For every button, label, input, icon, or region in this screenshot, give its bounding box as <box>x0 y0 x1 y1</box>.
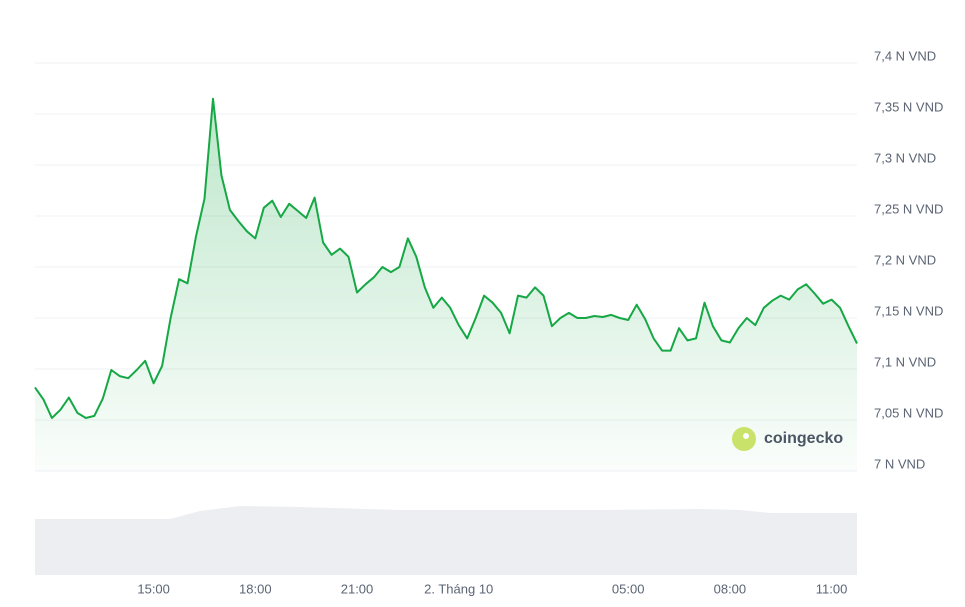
price-area <box>35 98 857 471</box>
y-tick-label: 7,4 N VND <box>874 48 936 63</box>
y-tick-label: 7,35 N VND <box>874 99 943 114</box>
x-tick-label: 21:00 <box>341 581 374 596</box>
volume-area <box>35 506 857 575</box>
y-tick-label: 7,25 N VND <box>874 201 943 216</box>
watermark-text: coingecko <box>764 430 843 447</box>
x-tick-label: 11:00 <box>816 581 848 596</box>
y-tick-label: 7,2 N VND <box>874 252 936 267</box>
x-tick-label: 15:00 <box>137 581 170 596</box>
watermark-logo <box>732 427 756 451</box>
y-tick-label: 7 N VND <box>874 456 925 471</box>
price-line <box>34 97 858 419</box>
x-tick-label: 18:00 <box>239 581 272 596</box>
watermark-logo-eye <box>743 433 749 439</box>
y-tick-label: 7,05 N VND <box>874 405 943 420</box>
x-tick-label: 05:00 <box>612 581 645 596</box>
y-tick-label: 7,3 N VND <box>874 150 936 165</box>
y-tick-label: 7,1 N VND <box>874 354 936 369</box>
y-tick-label: 7,15 N VND <box>874 303 943 318</box>
x-tick-label: 08:00 <box>714 581 747 596</box>
watermark: coingecko <box>732 427 843 451</box>
x-tick-label: 2. Tháng 10 <box>424 581 493 596</box>
